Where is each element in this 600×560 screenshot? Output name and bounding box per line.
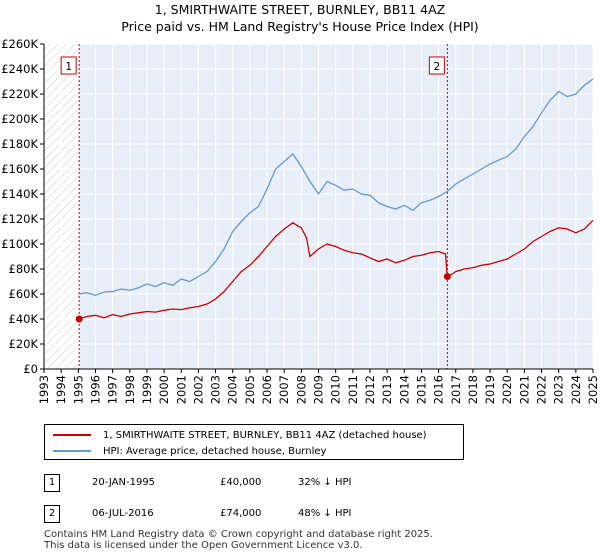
x-tick-label: 2023 [552,375,566,404]
sale-price: £74,000 [220,508,262,519]
legend-swatch-property [53,434,91,436]
y-tick-label: £40K [9,312,39,326]
x-tick-label: 2001 [174,375,188,404]
legend-item-hpi: HPI: Average price, detached house, Burn… [53,443,326,459]
footer-attribution: Contains HM Land Registry data © Crown c… [44,529,433,551]
x-tick-label: 2011 [346,375,360,404]
x-tick-label: 2010 [329,375,343,404]
legend-label-property: 1, SMIRTHWAITE STREET, BURNLEY, BB11 4AZ… [103,429,427,441]
sale-date: 06-JUL-2016 [92,508,154,519]
sale-number-badge: 1 [44,474,60,492]
footer-line-2: This data is licensed under the Open Gov… [44,540,363,551]
x-tick-label: 2022 [535,375,549,404]
y-tick-label: £80K [9,262,39,276]
x-tick-label: 2000 [157,375,171,404]
sale-point [75,315,83,323]
x-tick-label: 2024 [569,375,583,404]
y-tick-label: £200K [1,112,38,126]
y-tick-label: £240K [1,62,38,76]
y-tick-label: £160K [1,162,38,176]
x-tick-label: 2006 [260,375,274,404]
sale-marker-box [428,56,445,75]
x-tick-label: 2014 [397,375,411,404]
x-tick-label: 2016 [432,375,446,404]
x-tick-label: 2009 [312,375,326,404]
sale-point [443,273,451,280]
footer-line-1: Contains HM Land Registry data © Crown c… [44,529,433,540]
series-line-hpi [78,78,594,296]
x-tick-label: 1996 [88,375,102,404]
legend-swatch-hpi [53,450,91,452]
x-tick-label: 1999 [140,375,154,404]
sale-price: £40,000 [220,477,262,488]
chart-title: 1, SMIRTHWAITE STREET, BURNLEY, BB11 4AZ [155,2,445,17]
x-tick-label: 2007 [277,375,291,404]
x-tick-label: 1998 [123,375,137,404]
y-tick-label: £60K [9,287,39,301]
y-tick-label: £20K [9,337,39,351]
y-tick-label: £220K [1,87,38,101]
x-tick-label: 2002 [191,375,205,404]
x-tick-label: 2020 [500,375,514,404]
sale-hpi-diff: 48% ↓ HPI [298,508,352,519]
y-tick-label: £120K [1,212,38,226]
y-tick-label: £180K [1,137,38,151]
x-tick-label: 1997 [106,375,120,404]
legend: 1, SMIRTHWAITE STREET, BURNLEY, BB11 4AZ… [44,424,464,460]
sale-marker-box [60,56,77,75]
x-tick-label: 2003 [209,375,223,404]
x-tick-label: 2025 [586,375,600,404]
sale-date: 20-JAN-1995 [92,477,156,488]
x-tick-label: 2021 [517,375,531,404]
x-tick-label: 1993 [37,375,51,404]
x-tick-label: 2012 [363,375,377,404]
x-tick-label: 2018 [466,375,480,404]
legend-label-hpi: HPI: Average price, detached house, Burn… [103,445,327,457]
x-tick-label: 2015 [414,375,428,404]
y-tick-label: £100K [1,237,38,251]
price-chart: 1, SMIRTHWAITE STREET, BURNLEY, BB11 4AZ… [1,2,600,404]
x-tick-label: 1994 [54,375,68,404]
y-tick-label: £140K [1,187,38,201]
x-tick-label: 2005 [243,375,257,404]
y-tick-label: £260K [1,37,38,51]
x-tick-label: 2004 [226,375,240,404]
x-tick-label: 2013 [380,375,394,404]
y-tick-label: £0 [23,362,38,376]
x-tick-label: 2017 [449,375,463,404]
x-tick-label: 2019 [483,375,497,404]
sale-hpi-diff: 32% ↓ HPI [298,477,352,488]
legend-item-property: 1, SMIRTHWAITE STREET, BURNLEY, BB11 4AZ… [53,427,427,443]
x-tick-label: 2008 [294,375,308,404]
x-tick-label: 1995 [71,375,85,404]
sale-marker-label: 2 [433,61,440,73]
chart-subtitle: Price paid vs. HM Land Registry's House … [121,19,478,34]
sale-marker-label: 1 [65,61,72,73]
sale-number-badge: 2 [44,505,60,523]
series-line-property [78,219,594,320]
